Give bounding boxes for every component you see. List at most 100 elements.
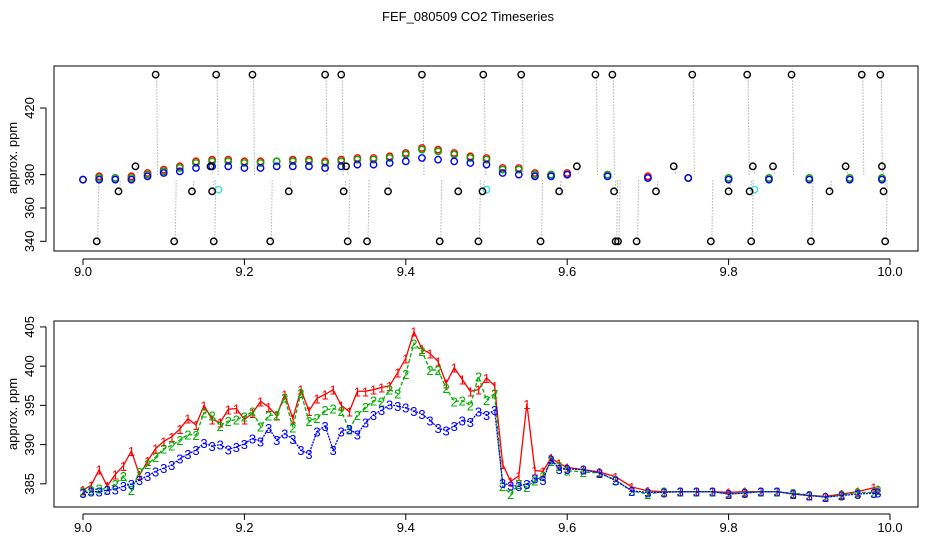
top-outlier-dropline xyxy=(156,74,159,175)
bottom-plot-frame xyxy=(53,320,919,508)
top-outlier-point xyxy=(688,70,697,79)
bottom-point-label-series-3: 3 xyxy=(273,433,280,448)
bottom-point-label-series-3: 3 xyxy=(725,487,732,502)
top-outlier-point xyxy=(611,237,620,246)
bottom-point-label-series-2: 2 xyxy=(96,482,103,497)
top-outlier-dropline xyxy=(656,179,659,192)
top-x-tick-label: 9.0 xyxy=(74,264,92,279)
bottom-point-label-series-1: 1 xyxy=(257,394,264,409)
top-point-series-3 xyxy=(684,174,693,182)
bottom-point-label-series-2: 2 xyxy=(305,414,312,429)
top-outlier-point xyxy=(284,187,293,196)
top-outlier-dropline xyxy=(135,166,138,175)
bottom-point-label-series-2: 2 xyxy=(507,487,514,502)
bottom-point-label-series-1: 1 xyxy=(225,402,232,417)
bottom-point-label-series-2: 2 xyxy=(434,363,441,378)
bottom-point-label-series-2: 2 xyxy=(556,459,563,474)
bottom-point-label-series-1: 1 xyxy=(628,480,635,495)
top-outlier-point xyxy=(266,237,275,246)
bottom-point-label-series-3: 3 xyxy=(362,416,369,431)
top-panel: 9.0 9.2 9.4 9.6 9.8 10.0 340 360 380 420 approx. … xyxy=(5,65,919,279)
top-point-series-3 xyxy=(127,175,136,184)
top-outlier-dropline xyxy=(750,179,753,192)
bottom-point-label-series-3: 3 xyxy=(838,489,845,504)
bottom-point-label-series-2: 2 xyxy=(564,463,571,478)
top-outlier-point xyxy=(879,187,888,196)
top-point-series-2 xyxy=(305,157,313,166)
bottom-point-label-series-3: 3 xyxy=(596,466,603,481)
bottom-point-label-series-1: 1 xyxy=(467,384,474,399)
top-point-series-3 xyxy=(805,175,814,184)
top-point-series-3 xyxy=(159,169,168,177)
top-outlier-point xyxy=(669,162,678,171)
top-outlier-point xyxy=(841,162,850,171)
bottom-point-label-series-1: 1 xyxy=(96,463,103,478)
bottom-point-label-series-1: 1 xyxy=(120,459,127,474)
top-point-series-2 xyxy=(385,154,394,162)
bottom-point-label-series-1: 1 xyxy=(451,361,458,376)
top-outlier-point xyxy=(478,187,487,196)
bottom-point-label-series-3: 3 xyxy=(354,427,361,442)
bottom-point-label-series-3: 3 xyxy=(321,419,328,434)
bottom-point-label-series-1: 1 xyxy=(531,463,538,478)
top-point-series-3 xyxy=(547,172,555,181)
top-outlier-dropline xyxy=(614,179,617,192)
bottom-point-label-series-3: 3 xyxy=(564,462,571,477)
bottom-point-label-series-2: 2 xyxy=(451,394,458,409)
bottom-point-label-series-3: 3 xyxy=(217,438,224,453)
bottom-point-label-series-2: 2 xyxy=(644,487,651,502)
top-outlier-dropline xyxy=(753,166,756,175)
bottom-point-label-series-1: 1 xyxy=(87,478,94,493)
bottom-point-label-series-2: 2 xyxy=(475,369,482,384)
bottom-point-label-series-1: 1 xyxy=(233,402,240,417)
bottom-point-label-series-1: 1 xyxy=(870,481,877,496)
bottom-point-label-series-3: 3 xyxy=(338,424,345,439)
bottom-point-label-series-3: 3 xyxy=(192,443,199,458)
bottom-point-label-series-2: 2 xyxy=(539,469,546,484)
bottom-x-tick-label: 9.4 xyxy=(397,520,415,535)
top-point-series-3 xyxy=(353,160,362,169)
bottom-point-label-series-1: 1 xyxy=(79,483,86,498)
top-outlier-dropline xyxy=(674,166,677,175)
bottom-point-label-series-3: 3 xyxy=(459,413,466,428)
bottom-point-label-series-1: 1 xyxy=(499,457,506,472)
top-outlier-dropline xyxy=(577,166,580,175)
bottom-point-label-series-1: 1 xyxy=(273,409,280,424)
top-point-series-3 xyxy=(401,157,410,166)
bottom-point-label-series-2: 2 xyxy=(757,485,764,500)
top-point-series-2 xyxy=(466,154,475,162)
bottom-point-label-series-2: 2 xyxy=(209,409,216,424)
bottom-point-label-series-1: 1 xyxy=(402,351,409,366)
top-outlier-dropline xyxy=(344,179,347,192)
top-plot-frame xyxy=(53,65,919,252)
bottom-point-label-series-1: 1 xyxy=(874,482,881,497)
top-outlier-dropline xyxy=(458,179,461,192)
bottom-point-label-series-2: 2 xyxy=(273,408,280,423)
bottom-line-series-1 xyxy=(82,329,879,498)
top-y-tick-label: 380 xyxy=(22,164,37,186)
top-point-series-3 xyxy=(765,175,773,184)
top-x-tick-label: 9.6 xyxy=(558,264,576,279)
top-outlier-point xyxy=(591,70,600,79)
top-outlier-point xyxy=(92,237,101,246)
top-outlier-dropline xyxy=(882,166,885,175)
bottom-point-label-series-3: 3 xyxy=(426,413,433,428)
top-point-series-2 xyxy=(434,147,442,156)
top-outlier-point xyxy=(208,187,217,196)
bottom-line-series-3 xyxy=(82,403,879,498)
top-outlier-point xyxy=(748,162,757,171)
top-outlier-dropline xyxy=(367,179,370,242)
bottom-point-label-series-3: 3 xyxy=(176,452,183,467)
top-outlier-point xyxy=(614,237,622,246)
bottom-point-label-series-1: 1 xyxy=(128,444,135,459)
bottom-point-label-series-2: 2 xyxy=(459,394,466,409)
top-outlier-point xyxy=(881,237,890,246)
top-outlier-point xyxy=(170,237,179,246)
top-outlier-dropline xyxy=(711,179,714,242)
bottom-point-label-series-2: 2 xyxy=(515,477,522,492)
bottom-point-label-series-3: 3 xyxy=(874,485,881,500)
top-outlier-point xyxy=(536,237,545,246)
top-outlier-dropline xyxy=(216,74,219,175)
top-outlier-point xyxy=(825,187,834,196)
